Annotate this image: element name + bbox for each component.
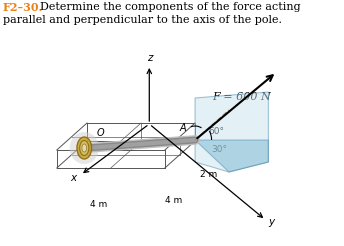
Text: F2–30.: F2–30.: [3, 2, 43, 13]
Text: O: O: [96, 128, 104, 138]
Text: Determine the components of the force acting: Determine the components of the force ac…: [33, 2, 301, 12]
Circle shape: [69, 132, 99, 164]
Polygon shape: [195, 140, 268, 172]
Text: A: A: [179, 123, 186, 133]
Text: 30°: 30°: [212, 145, 228, 154]
Text: 60°: 60°: [208, 127, 224, 137]
Text: z: z: [147, 53, 152, 63]
Text: y: y: [268, 217, 275, 227]
Ellipse shape: [82, 144, 87, 152]
Text: 2 m: 2 m: [200, 170, 217, 179]
Ellipse shape: [80, 140, 89, 155]
Text: parallel and perpendicular to the axis of the pole.: parallel and perpendicular to the axis o…: [3, 15, 282, 25]
Text: 4 m: 4 m: [165, 196, 182, 205]
Text: 4 m: 4 m: [90, 200, 108, 209]
Text: x: x: [70, 173, 76, 183]
Ellipse shape: [77, 137, 92, 159]
Text: F = 600 N: F = 600 N: [213, 92, 271, 102]
Polygon shape: [195, 92, 268, 172]
